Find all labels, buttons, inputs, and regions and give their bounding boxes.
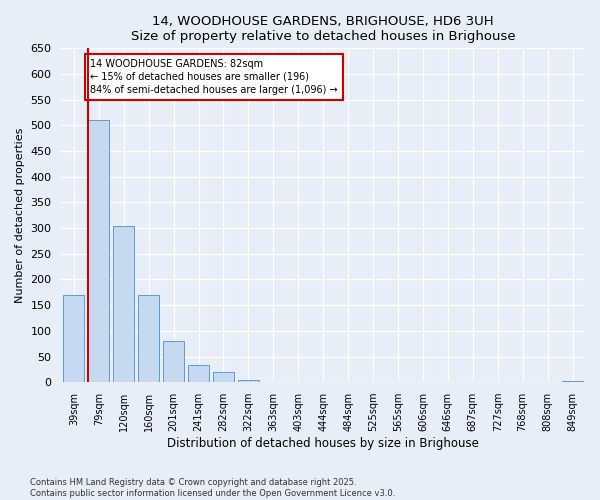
Title: 14, WOODHOUSE GARDENS, BRIGHOUSE, HD6 3UH
Size of property relative to detached : 14, WOODHOUSE GARDENS, BRIGHOUSE, HD6 3U…	[131, 15, 515, 43]
Y-axis label: Number of detached properties: Number of detached properties	[15, 128, 25, 303]
Bar	[188, 366, 209, 382]
X-axis label: Distribution of detached houses by size in Brighouse: Distribution of detached houses by size …	[167, 437, 479, 450]
Bar	[562, 380, 583, 382]
Bar	[88, 120, 109, 382]
Text: 14 WOODHOUSE GARDENS: 82sqm
← 15% of detached houses are smaller (196)
84% of se: 14 WOODHOUSE GARDENS: 82sqm ← 15% of det…	[90, 58, 338, 95]
Bar	[63, 295, 85, 382]
Bar	[238, 380, 259, 382]
Bar	[113, 226, 134, 382]
Bar	[163, 341, 184, 382]
Bar	[138, 295, 159, 382]
Bar	[213, 372, 234, 382]
Text: Contains HM Land Registry data © Crown copyright and database right 2025.
Contai: Contains HM Land Registry data © Crown c…	[30, 478, 395, 498]
